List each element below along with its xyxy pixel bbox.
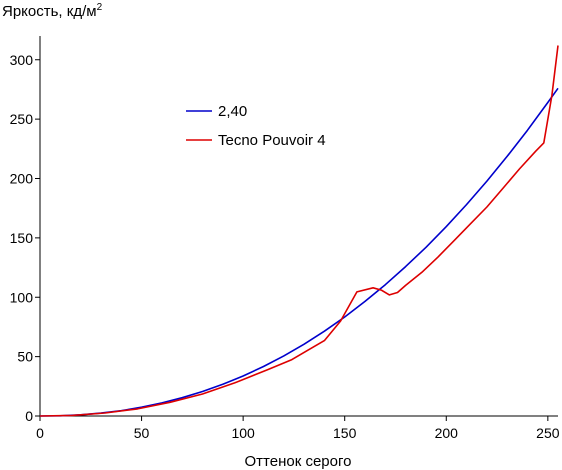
x-ticks: 0 50 100 150 200 250 (36, 416, 560, 441)
y-tick-label: 100 (10, 289, 34, 305)
x-tick-label: 50 (134, 425, 150, 441)
legend: 2,40 Tecno Pouvoir 4 (186, 103, 326, 149)
x-tick-label: 250 (536, 425, 560, 441)
x-axis-title: Оттенок серого (245, 453, 352, 470)
y-tick-label: 50 (17, 349, 33, 365)
y-tick-label: 200 (10, 171, 34, 187)
x-tick-label: 200 (435, 425, 459, 441)
y-tick-label: 250 (10, 111, 34, 127)
x-tick-label: 0 (36, 425, 44, 441)
x-tick-label: 100 (231, 425, 255, 441)
series-line (39, 45, 559, 417)
x-tick-label: 150 (333, 425, 357, 441)
legend-label: 2,40 (218, 103, 247, 120)
axes (39, 36, 558, 417)
y-axis-title: Яркость, кд/м2 (2, 2, 103, 20)
y-tick-label: 0 (25, 408, 33, 424)
y-ticks: 0 50 100 150 200 250 300 (10, 52, 40, 424)
series-lines (39, 45, 559, 417)
legend-label: Tecno Pouvoir 4 (218, 132, 326, 149)
y-tick-label: 150 (10, 230, 34, 246)
y-axis-title-superscript: 2 (97, 2, 103, 13)
y-tick-label: 300 (10, 52, 34, 68)
